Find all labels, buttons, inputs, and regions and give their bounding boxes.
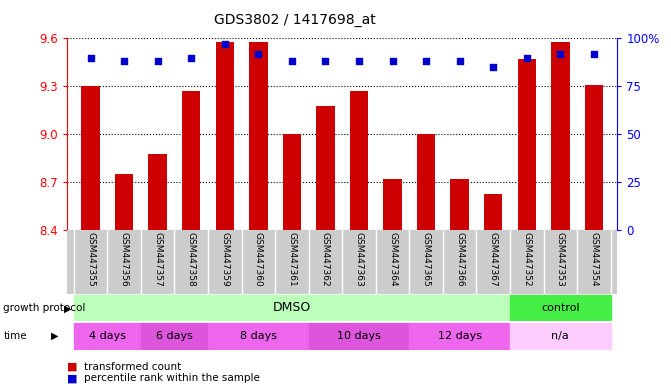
Bar bbox=[208, 323, 309, 349]
Point bbox=[253, 51, 264, 57]
Bar bbox=[484, 194, 503, 230]
Text: 4 days: 4 days bbox=[89, 331, 126, 341]
Text: DMSO: DMSO bbox=[272, 301, 311, 314]
Bar bbox=[249, 41, 268, 230]
Bar bbox=[141, 323, 208, 349]
Point bbox=[186, 55, 197, 61]
Point bbox=[119, 58, 130, 65]
Text: GSM447364: GSM447364 bbox=[388, 232, 397, 287]
Text: GSM447355: GSM447355 bbox=[86, 232, 95, 287]
Text: GSM447366: GSM447366 bbox=[455, 232, 464, 287]
Text: GSM447358: GSM447358 bbox=[187, 232, 196, 287]
Bar bbox=[115, 174, 134, 230]
Text: 10 days: 10 days bbox=[337, 331, 381, 341]
Text: 12 days: 12 days bbox=[437, 331, 482, 341]
Text: 8 days: 8 days bbox=[240, 331, 277, 341]
Bar bbox=[450, 179, 469, 230]
Text: growth protocol: growth protocol bbox=[3, 303, 86, 313]
Text: time: time bbox=[3, 331, 27, 341]
Text: GSM447357: GSM447357 bbox=[153, 232, 162, 287]
Bar bbox=[409, 323, 510, 349]
Bar bbox=[81, 86, 100, 230]
Text: GSM447354: GSM447354 bbox=[589, 232, 599, 287]
Bar bbox=[417, 134, 435, 230]
Bar bbox=[350, 91, 368, 230]
Point bbox=[354, 58, 364, 65]
Text: GSM447365: GSM447365 bbox=[421, 232, 431, 287]
Text: transformed count: transformed count bbox=[84, 362, 181, 372]
Text: GSM447356: GSM447356 bbox=[119, 232, 129, 287]
Bar bbox=[309, 323, 409, 349]
Text: GSM447362: GSM447362 bbox=[321, 232, 330, 287]
Bar bbox=[510, 323, 611, 349]
Text: GSM447353: GSM447353 bbox=[556, 232, 565, 287]
Text: GSM447359: GSM447359 bbox=[220, 232, 229, 287]
Bar bbox=[517, 59, 536, 230]
Point bbox=[488, 64, 499, 70]
Text: 6 days: 6 days bbox=[156, 331, 193, 341]
Bar bbox=[383, 179, 402, 230]
Text: ▶: ▶ bbox=[51, 331, 58, 341]
Bar bbox=[74, 323, 141, 349]
Point bbox=[219, 41, 230, 47]
Point bbox=[152, 58, 163, 65]
Text: ■: ■ bbox=[67, 362, 78, 372]
Point bbox=[320, 58, 331, 65]
Text: n/a: n/a bbox=[552, 331, 569, 341]
Bar bbox=[316, 106, 335, 230]
Bar bbox=[182, 91, 201, 230]
Bar bbox=[584, 85, 603, 230]
Bar bbox=[148, 154, 167, 230]
Text: GSM447360: GSM447360 bbox=[254, 232, 263, 287]
Bar bbox=[551, 41, 570, 230]
Bar bbox=[510, 295, 611, 320]
Text: ▶: ▶ bbox=[64, 303, 71, 313]
Text: GSM447361: GSM447361 bbox=[287, 232, 297, 287]
Bar bbox=[282, 134, 301, 230]
Text: ■: ■ bbox=[67, 373, 78, 383]
Text: GSM447352: GSM447352 bbox=[522, 232, 531, 287]
Point bbox=[588, 51, 599, 57]
Point bbox=[521, 55, 532, 61]
Text: GSM447363: GSM447363 bbox=[354, 232, 364, 287]
Bar bbox=[215, 41, 234, 230]
Point bbox=[454, 58, 465, 65]
Text: control: control bbox=[541, 303, 580, 313]
Point bbox=[85, 55, 96, 61]
Point bbox=[287, 58, 297, 65]
Point bbox=[555, 51, 566, 57]
Text: GDS3802 / 1417698_at: GDS3802 / 1417698_at bbox=[214, 13, 376, 27]
Point bbox=[387, 58, 398, 65]
Point bbox=[421, 58, 431, 65]
Bar bbox=[74, 295, 510, 320]
Text: GSM447367: GSM447367 bbox=[488, 232, 498, 287]
Text: percentile rank within the sample: percentile rank within the sample bbox=[84, 373, 260, 383]
